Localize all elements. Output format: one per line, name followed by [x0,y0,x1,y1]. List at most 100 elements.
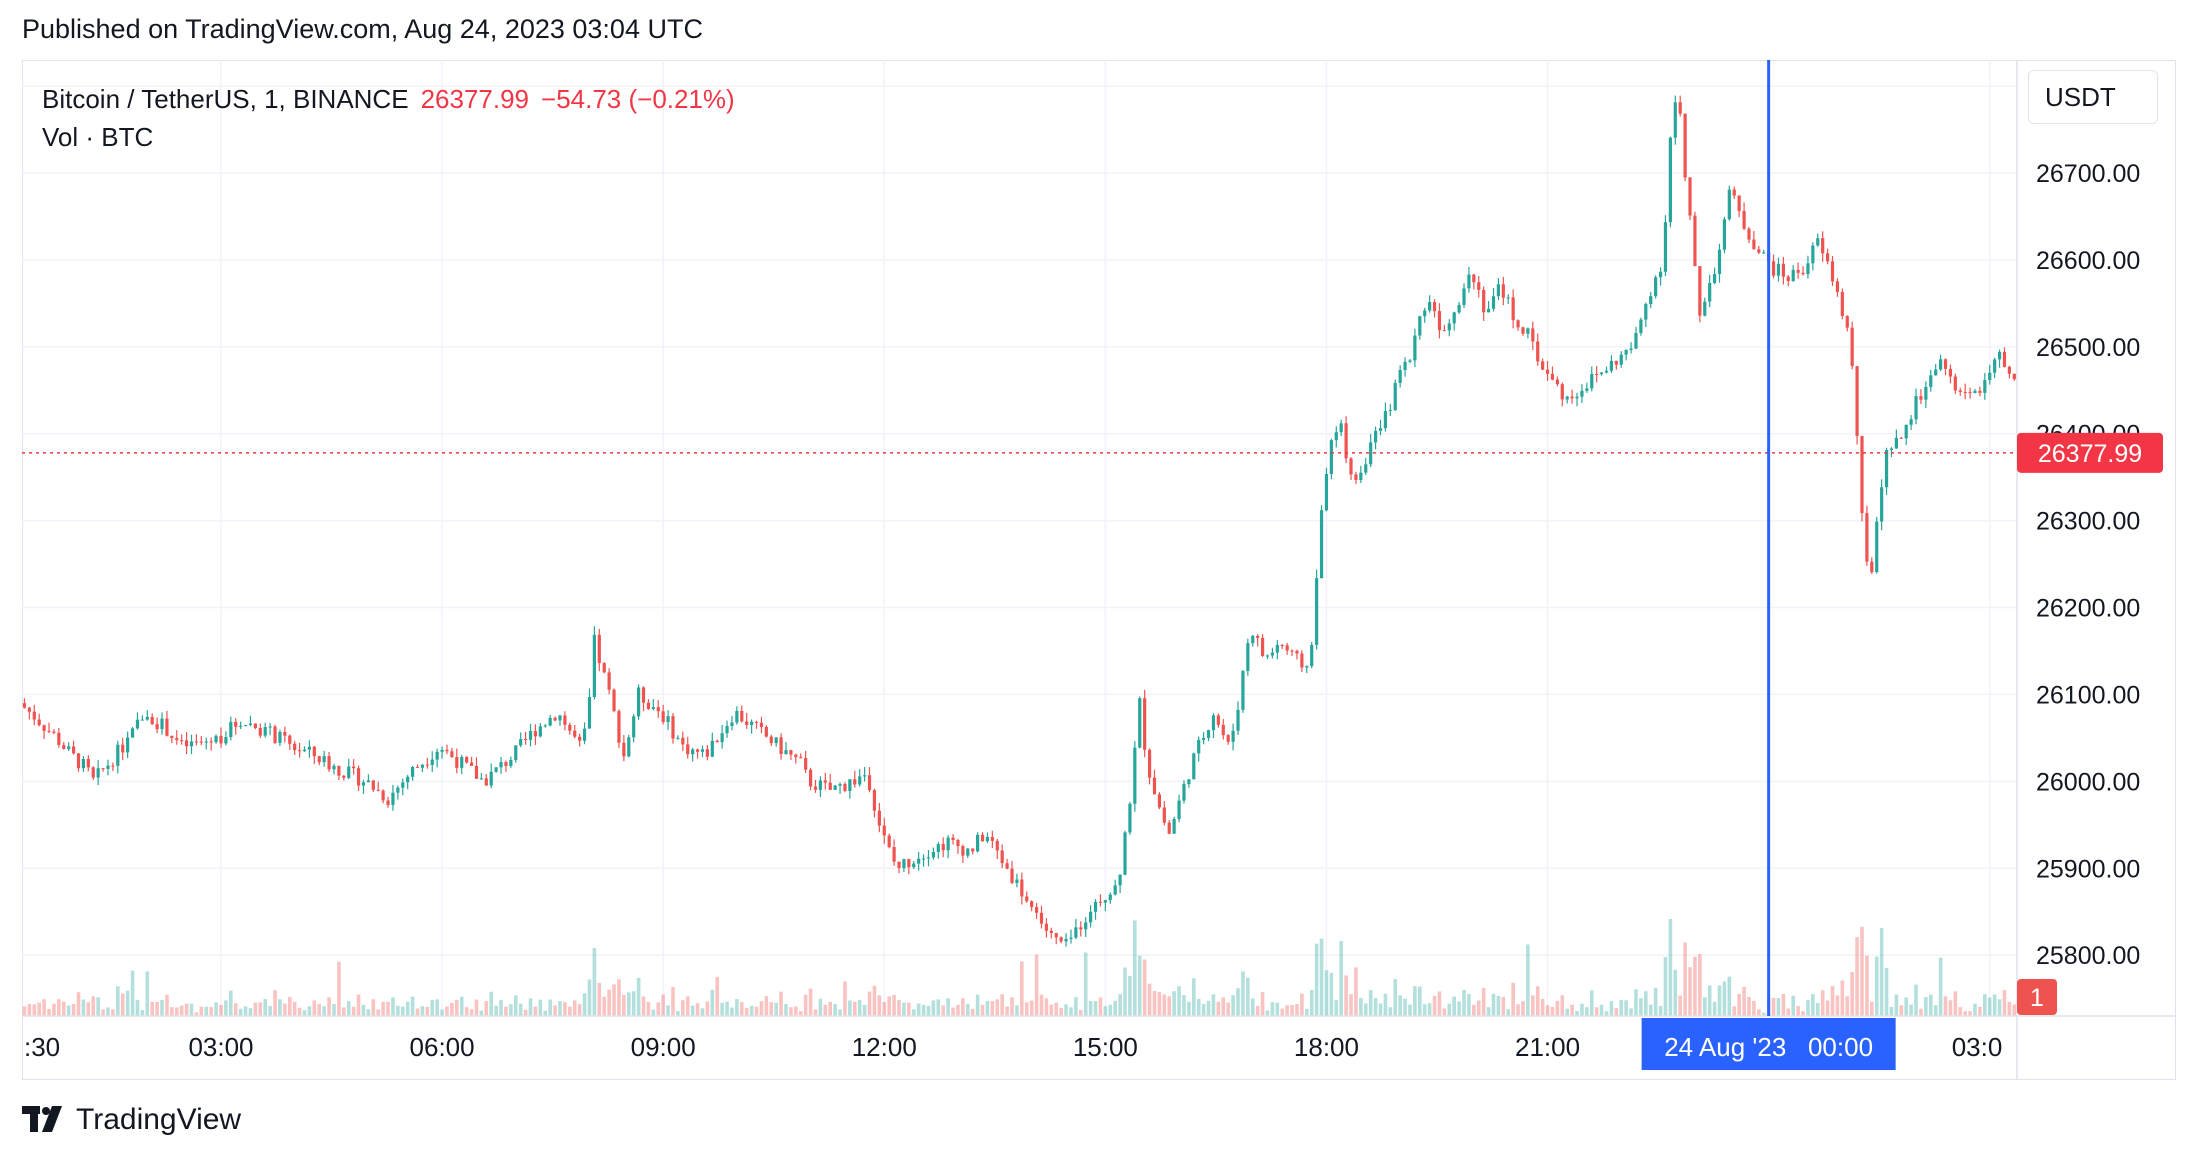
volume-bar [1737,993,1741,1016]
candle-body [607,672,611,690]
volume-bar [1639,998,1643,1016]
candle-body [352,766,356,769]
tradingview-branding[interactable]: TradingView [22,1100,241,1140]
volume-bar [1216,1001,1221,1016]
time-tick-label: 03:0 [1952,1032,2003,1062]
candle-body [1280,644,1284,646]
candle-body [371,780,375,790]
volume-bar [1270,1002,1275,1016]
volume-bar [233,1003,238,1016]
volume-badge [2017,979,2057,1015]
volume-bar [848,1000,852,1016]
candle-body [877,810,881,826]
volume-bar [1830,986,1835,1016]
currency-button[interactable]: USDT [2028,70,2158,124]
volume-bar [626,992,631,1016]
candle-body [145,716,149,720]
volume-bar [1575,1010,1579,1016]
volume-bar [931,1000,936,1016]
volume-legend[interactable]: Vol · BTC [42,122,154,152]
candle-body [1968,392,1972,394]
volume-bar [1241,971,1245,1016]
symbol-title[interactable]: Bitcoin / TetherUS, 1, BINANCE [42,84,409,114]
volume-bar [1717,985,1722,1016]
volume-bar [1413,986,1417,1016]
volume-bar [892,994,896,1016]
candle-body [921,858,926,860]
volume-bar [676,1011,680,1016]
candle-body [666,716,670,722]
volume-bar [327,997,331,1016]
candle-body [700,749,705,752]
volume-bar [941,1005,946,1016]
volume-bar [833,1003,837,1016]
candle-body [1629,348,1633,350]
candle-body [1614,360,1618,365]
candle-body [1889,448,1894,450]
candle-body [1835,281,1840,292]
volume-bar [32,1004,37,1016]
volume-bar [356,994,361,1016]
candle-body [484,778,488,786]
candle-body [1354,474,1358,480]
candle-body [1948,368,1953,377]
candle-body [1521,327,1525,334]
candle-body [1423,310,1427,317]
candle-body [199,741,203,743]
candle-body [1752,239,1756,250]
volume-bar [1560,995,1565,1016]
volume-bar [646,1001,651,1016]
volume-bar [1403,998,1407,1016]
crosshair-time-label [1641,1018,1896,1070]
volume-bar [1167,996,1172,1016]
candle-body [1541,361,1545,370]
volume-bar [852,1001,857,1016]
candle-body [573,730,577,737]
volume-bar [1506,1009,1511,1016]
candle-body [504,762,508,767]
candle-body [769,736,773,744]
candle-body [1644,304,1648,320]
candle-body [479,778,483,780]
volume-bar [1187,1001,1191,1016]
volume-bar [430,999,435,1016]
candle-body [1457,304,1461,313]
candle-body [671,716,675,739]
candle-body [1585,388,1589,391]
volume-bar [1850,972,1854,1016]
candle-body [848,779,852,791]
candle-body [1177,800,1181,820]
volume-bar [774,1002,778,1016]
candle-body [1565,396,1569,400]
volume-bar [705,1001,710,1016]
volume-bar [1683,942,1687,1016]
volume-bar [1526,944,1530,1016]
candle-body [465,756,469,763]
volume-bar [1678,995,1683,1016]
volume-bar [1712,1001,1717,1016]
candle-body [1123,832,1127,875]
volume-bar [106,1007,110,1016]
candle-body [184,740,189,747]
candle-body [1821,238,1825,254]
volume-bar [489,991,494,1016]
volume-bar [52,1003,56,1016]
volume-bar [1344,975,1348,1016]
chart-pane[interactable] [22,60,2176,1080]
volume-bar [1418,986,1422,1016]
volume-bar [302,1010,307,1016]
candle-body [1899,437,1903,439]
volume-bar [1889,1007,1894,1016]
volume-bar [1786,1008,1791,1016]
volume-bar [1039,994,1044,1016]
candle-body [1511,297,1515,321]
volume-bar [469,1009,474,1016]
candle-body [121,744,125,753]
candle-body [705,749,709,757]
volume-bar [1260,992,1265,1016]
candle-body [322,756,326,763]
volume-bar [1501,996,1506,1016]
volume-bar [1476,1000,1481,1016]
candle-body [1806,263,1810,275]
